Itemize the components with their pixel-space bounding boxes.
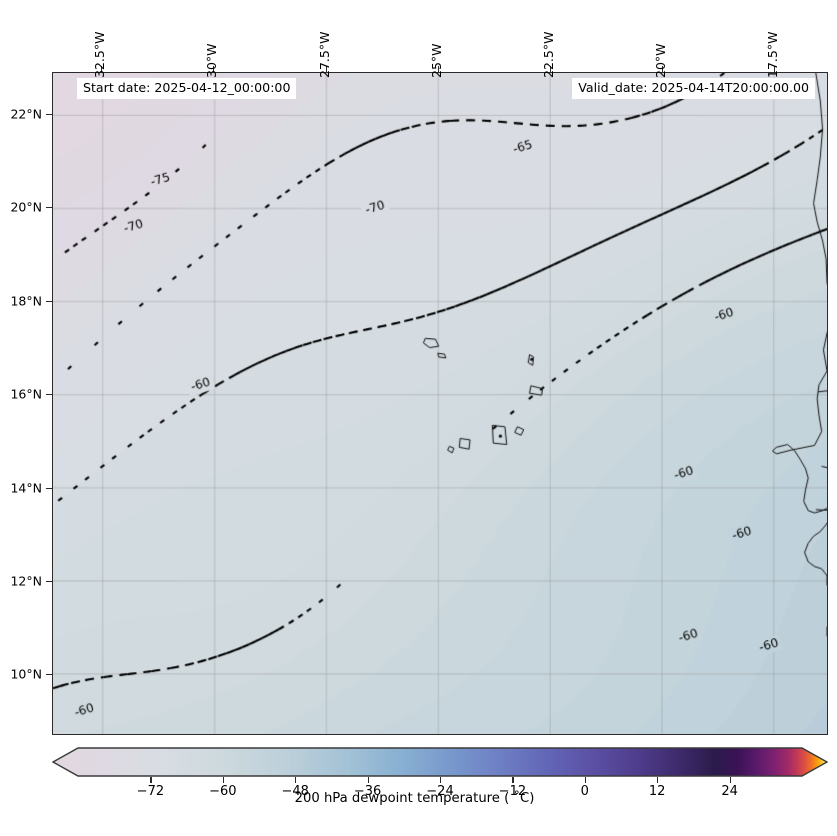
colorbar[interactable] <box>52 747 828 777</box>
longitude-tick <box>437 66 439 72</box>
longitude-tick <box>101 66 103 72</box>
colorbar-tick-label-0: −72 <box>136 784 165 799</box>
latitude-tick <box>46 674 52 676</box>
colorbar-tick <box>729 777 731 783</box>
longitude-tick-label-6: 17.5°W <box>765 31 781 78</box>
longitude-tick <box>325 66 327 72</box>
latitude-tick <box>46 580 52 582</box>
longitude-tick <box>213 66 215 72</box>
colorbar-tick <box>295 777 297 783</box>
valid-date-annotation: Valid_date: 2025-04-14T20:00:00.00 <box>572 78 815 99</box>
longitude-tick-label-3: 25°W <box>428 43 444 78</box>
latitude-tick <box>46 207 52 209</box>
longitude-tick <box>774 66 776 72</box>
colorbar-axis-label: 200 hPa dewpoint temperature ( ˚C) <box>0 791 837 806</box>
map-plot-area[interactable]: Start date: 2025-04-12_00:00:00 Valid_da… <box>52 72 828 735</box>
latitude-tick <box>46 394 52 396</box>
dewpoint-contour-map <box>53 73 827 734</box>
latitude-tick-label-3: 16°N <box>10 386 42 402</box>
colorbar-tick <box>150 777 152 783</box>
longitude-tick-label-5: 20°W <box>653 43 669 78</box>
colorbar-tick-label-4: −24 <box>426 784 454 799</box>
longitude-tick-label-1: 30°W <box>204 43 220 78</box>
latitude-tick-label-2: 18°N <box>10 293 42 309</box>
latitude-tick <box>46 114 52 116</box>
colorbar-tick-label-7: 12 <box>648 784 666 799</box>
colorbar-tick-label-1: −60 <box>209 784 237 799</box>
colorbar-tick-label-5: −12 <box>498 784 527 799</box>
colorbar-axis-label-text: 200 hPa dewpoint temperature ( ˚C) <box>294 791 535 806</box>
colorbar-tick-label-6: 0 <box>580 784 589 799</box>
latitude-tick-label-1: 20°N <box>10 199 42 215</box>
latitude-tick <box>46 300 52 302</box>
colorbar-tick <box>657 777 659 783</box>
latitude-tick <box>46 487 52 489</box>
colorbar-tick-label-8: 24 <box>721 784 738 799</box>
latitude-tick-label-5: 12°N <box>10 573 42 589</box>
longitude-tick <box>662 66 664 72</box>
colorbar-gradient <box>52 747 828 777</box>
longitude-tick-label-2: 27.5°W <box>316 31 332 78</box>
colorbar-tick <box>512 777 514 783</box>
longitude-tick-label-0: 32.5°W <box>92 31 108 78</box>
start-date-annotation: Start date: 2025-04-12_00:00:00 <box>77 78 297 99</box>
colorbar-tick <box>222 777 224 783</box>
latitude-tick-label-0: 22°N <box>10 106 42 122</box>
colorbar-tick-label-2: −48 <box>281 784 309 799</box>
colorbar-tick <box>584 777 586 783</box>
longitude-tick-label-4: 22.5°W <box>540 31 556 78</box>
longitude-tick <box>549 66 551 72</box>
colorbar-tick <box>367 777 369 783</box>
latitude-tick-label-4: 14°N <box>10 480 42 496</box>
latitude-tick-label-6: 10°N <box>10 666 42 682</box>
colorbar-tick <box>440 777 442 783</box>
colorbar-tick-label-3: −36 <box>353 784 382 799</box>
